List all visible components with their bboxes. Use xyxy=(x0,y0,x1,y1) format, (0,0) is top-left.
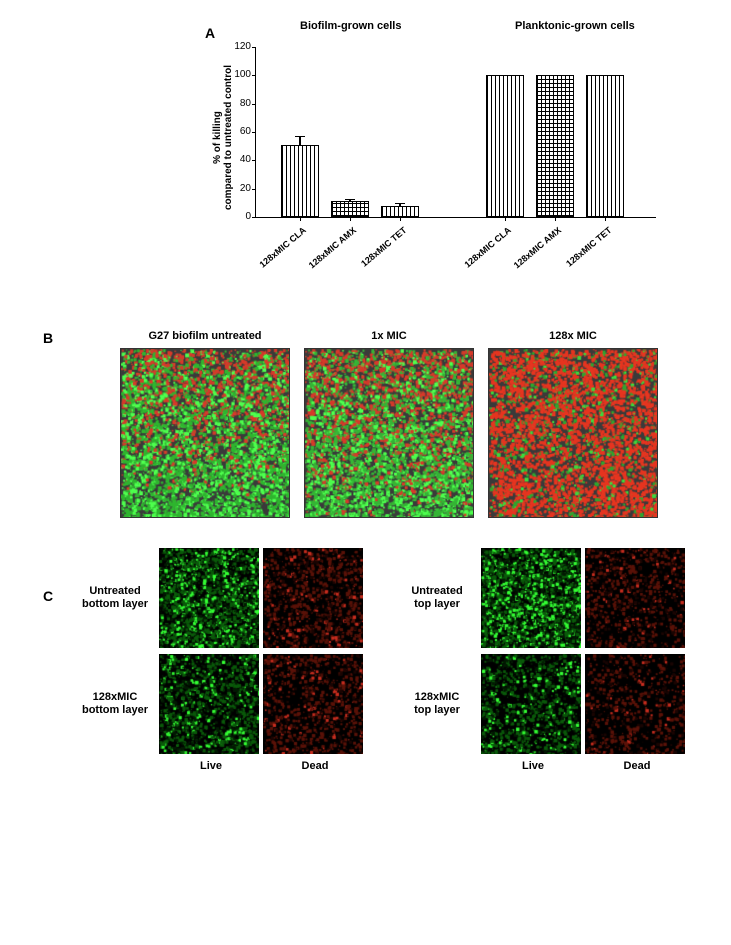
y-tick: 40 xyxy=(226,154,251,165)
biofilm-image xyxy=(120,348,290,518)
bar xyxy=(536,75,574,217)
y-tick: 120 xyxy=(226,41,251,52)
panel-b: B G27 biofilm untreated 1x MIC 128x MIC xyxy=(20,330,711,518)
panel-b-col: 1x MIC xyxy=(304,330,474,518)
bar xyxy=(381,206,419,217)
panel-a: A Biofilm-grown cells Planktonic-grown c… xyxy=(20,20,711,300)
live-image xyxy=(481,654,581,754)
x-label: 128xMIC TET xyxy=(359,225,408,269)
y-tick: 0 xyxy=(226,211,251,222)
panel-c-row: Untreatedbottom layer xyxy=(75,548,367,648)
y-tick: 100 xyxy=(226,69,251,80)
x-label: 128xMIC AMX xyxy=(307,225,358,270)
channel-label: Live xyxy=(481,760,585,772)
x-label: 128xMIC CLA xyxy=(463,225,513,270)
y-tick: 20 xyxy=(226,183,251,194)
group-header-1: Biofilm-grown cells xyxy=(300,20,401,32)
live-image xyxy=(481,548,581,648)
panel-c-letter: C xyxy=(43,588,53,604)
row-label: Untreatedtop layer xyxy=(397,585,477,611)
panel-c-row: 128xMICbottom layer xyxy=(75,654,367,754)
x-label: 128xMIC AMX xyxy=(512,225,563,270)
panel-c-block: Untreatedtop layer 128xMICtop layer LiveDe… xyxy=(397,548,689,772)
x-label: 128xMIC TET xyxy=(564,225,613,269)
biofilm-image xyxy=(488,348,658,518)
channel-label: Dead xyxy=(585,760,689,772)
panel-b-title: G27 biofilm untreated xyxy=(148,330,261,342)
row-label: Untreatedbottom layer xyxy=(75,585,155,611)
panel-c-block: Untreatedbottom layer 128xMICbottom layer… xyxy=(75,548,367,772)
x-label: 128xMIC CLA xyxy=(258,225,308,270)
channel-label: Dead xyxy=(263,760,367,772)
y-tick: 60 xyxy=(226,126,251,137)
live-image xyxy=(159,548,259,648)
dead-image xyxy=(263,548,363,648)
panel-b-title: 128x MIC xyxy=(549,330,597,342)
bar xyxy=(331,201,369,217)
bar xyxy=(586,75,624,217)
channel-label: Live xyxy=(159,760,263,772)
live-image xyxy=(159,654,259,754)
bar-chart: Biofilm-grown cells Planktonic-grown cel… xyxy=(200,20,660,290)
panel-c-row: Untreatedtop layer xyxy=(397,548,689,648)
panel-b-title: 1x MIC xyxy=(371,330,406,342)
panel-b-letter: B xyxy=(43,330,53,346)
panel-c: C Untreatedbottom layer 128xMICbottom lay… xyxy=(20,548,711,772)
panel-b-col: 128x MIC xyxy=(488,330,658,518)
dead-image xyxy=(263,654,363,754)
row-label: 128xMICtop layer xyxy=(397,691,477,717)
panel-b-col: G27 biofilm untreated xyxy=(120,330,290,518)
plot-area: 020406080100120128xMIC CLA128xMIC AMX128… xyxy=(255,47,656,218)
dead-image xyxy=(585,548,685,648)
group-header-2: Planktonic-grown cells xyxy=(515,20,635,32)
panel-c-wrap: Untreatedbottom layer 128xMICbottom layer… xyxy=(75,548,711,772)
biofilm-image xyxy=(304,348,474,518)
bar xyxy=(281,145,319,217)
row-label: 128xMICbottom layer xyxy=(75,691,155,717)
dead-image xyxy=(585,654,685,754)
panel-c-row: 128xMICtop layer xyxy=(397,654,689,754)
y-tick: 80 xyxy=(226,98,251,109)
panel-b-row: G27 biofilm untreated 1x MIC 128x MIC xyxy=(120,330,711,518)
bar xyxy=(486,75,524,217)
